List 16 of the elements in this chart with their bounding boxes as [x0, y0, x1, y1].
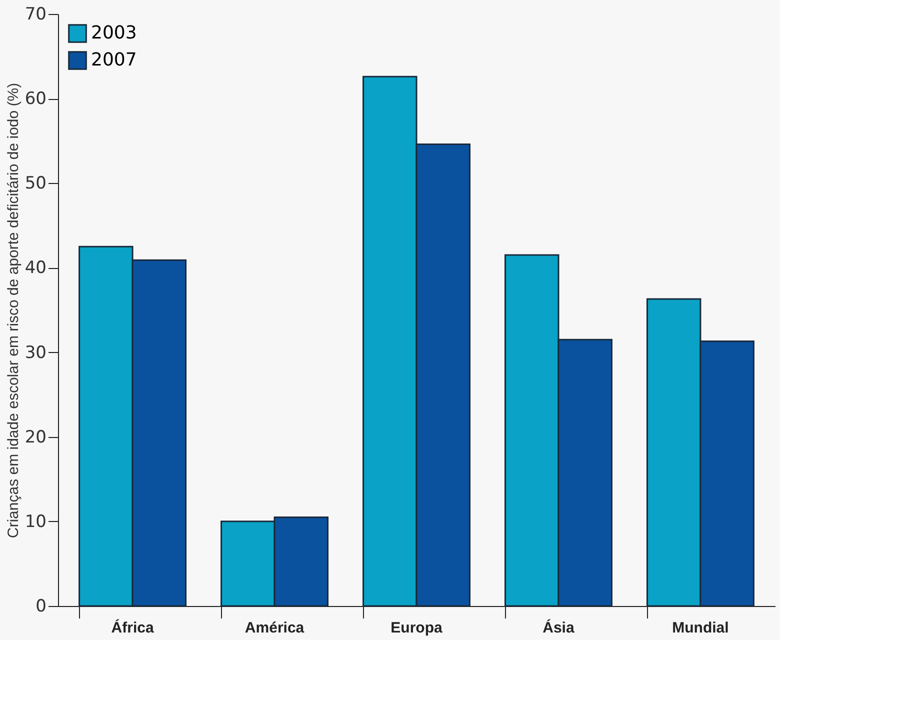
y-tick-label: 40: [24, 258, 46, 278]
x-tick-label: África: [111, 618, 154, 636]
y-tick-label: 30: [24, 342, 46, 363]
y-tick-label: 60: [24, 89, 46, 110]
x-tick-label: Mundial: [672, 620, 729, 636]
legend-label: 2007: [91, 50, 137, 70]
x-tick-label: América: [244, 620, 305, 636]
y-axis-title: Crianças em idade escolar em risco de aporte deficitário de iodo (%): [4, 82, 22, 538]
y-tick-label: 50: [24, 174, 46, 194]
y-tick-label: 70: [24, 4, 46, 24]
y-tick-label: 0: [36, 596, 46, 616]
x-tick-label: Ásia: [542, 618, 575, 636]
x-tick-label: Europa: [390, 620, 443, 636]
legend-label: 2003: [91, 22, 137, 44]
y-tick-label: 10: [24, 512, 46, 532]
y-tick-label: 20: [24, 427, 46, 448]
